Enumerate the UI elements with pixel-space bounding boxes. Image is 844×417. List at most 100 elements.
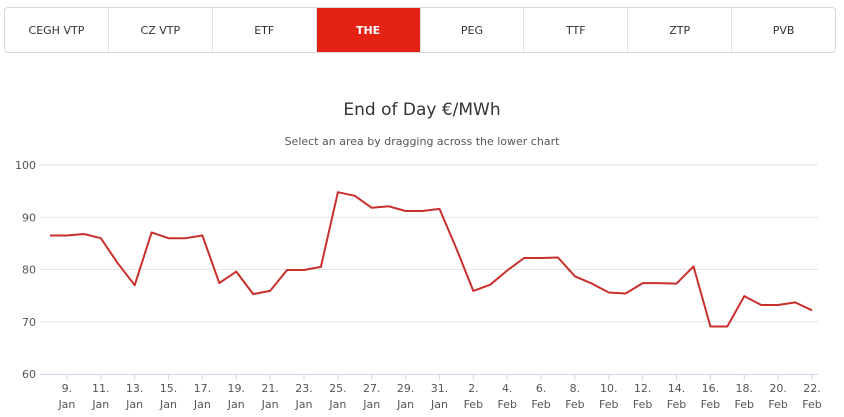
x-tick-month-label: Feb xyxy=(464,398,483,411)
data-point xyxy=(573,274,577,278)
x-tick-day-label: 8. xyxy=(570,382,581,395)
y-tick-label: 100 xyxy=(15,159,36,172)
data-point xyxy=(556,255,560,259)
x-tick-month-label: Jan xyxy=(295,398,313,411)
x-tick-month-label: Jan xyxy=(125,398,143,411)
data-point xyxy=(624,292,628,296)
x-tick-month-label: Feb xyxy=(667,398,686,411)
data-point xyxy=(370,206,374,210)
data-point xyxy=(590,282,594,286)
y-tick-label: 90 xyxy=(22,211,36,224)
x-tick-month-label: Feb xyxy=(701,398,720,411)
data-point xyxy=(251,292,255,296)
x-tick-day-label: 11. xyxy=(92,382,110,395)
tab-cz-vtp[interactable]: CZ VTP xyxy=(109,8,213,52)
x-tick-month-label: Jan xyxy=(430,398,448,411)
data-point xyxy=(675,282,679,286)
x-tick-month-label: Feb xyxy=(497,398,516,411)
data-point xyxy=(522,256,526,260)
x-tick-month-label: Feb xyxy=(531,398,550,411)
tab-ttf[interactable]: TTF xyxy=(524,8,629,52)
x-tick-month-label: Feb xyxy=(599,398,618,411)
x-tick-day-label: 4. xyxy=(502,382,513,395)
data-point xyxy=(421,209,425,213)
data-point xyxy=(725,324,729,328)
x-tick-day-label: 6. xyxy=(536,382,547,395)
data-point xyxy=(268,289,272,293)
chart-subtitle: Select an area by dragging across the lo… xyxy=(284,135,560,148)
data-point xyxy=(454,247,458,251)
chart-title: End of Day €/MWh xyxy=(343,100,501,120)
data-point xyxy=(505,269,509,273)
tab-peg[interactable]: PEG xyxy=(421,8,525,52)
x-tick-day-label: 20. xyxy=(769,382,787,395)
market-tabs: CEGH VTP CZ VTP ETF THE PEG TTF ZTP PVB xyxy=(4,7,836,53)
x-tick-day-label: 27. xyxy=(363,382,381,395)
x-tick-month-label: Feb xyxy=(802,398,821,411)
x-tick-day-label: 9. xyxy=(62,382,73,395)
x-tick-day-label: 2. xyxy=(468,382,479,395)
data-point xyxy=(82,232,86,236)
data-point xyxy=(437,207,441,211)
data-point xyxy=(285,268,289,272)
x-tick-month-label: Jan xyxy=(396,398,414,411)
data-point xyxy=(471,289,475,293)
y-tick-label: 70 xyxy=(22,316,36,329)
data-point xyxy=(658,281,662,285)
data-point xyxy=(200,234,204,238)
data-point xyxy=(691,264,695,268)
x-tick-month-label: Jan xyxy=(193,398,211,411)
x-tick-month-label: Feb xyxy=(633,398,652,411)
data-point xyxy=(150,230,154,234)
data-point xyxy=(99,236,103,240)
x-tick-month-label: Feb xyxy=(565,398,584,411)
data-point xyxy=(65,234,69,238)
x-tick-month-label: Feb xyxy=(768,398,787,411)
x-tick-day-label: 21. xyxy=(261,382,279,395)
data-point xyxy=(793,300,797,304)
y-tick-label: 60 xyxy=(22,368,36,381)
x-tick-day-label: 16. xyxy=(702,382,720,395)
data-point xyxy=(234,270,238,274)
x-tick-month-label: Jan xyxy=(227,398,245,411)
x-tick-month-label: Jan xyxy=(362,398,380,411)
data-point xyxy=(133,283,137,287)
x-tick-day-label: 31. xyxy=(431,382,449,395)
data-point xyxy=(641,281,645,285)
data-point xyxy=(776,303,780,307)
y-tick-label: 80 xyxy=(22,264,36,277)
data-point xyxy=(336,190,340,194)
tab-pvb[interactable]: PVB xyxy=(772,23,795,37)
tab-etf[interactable]: ETF xyxy=(213,8,317,52)
x-tick-day-label: 19. xyxy=(228,382,246,395)
data-point xyxy=(353,194,357,198)
x-tick-day-label: 15. xyxy=(160,382,178,395)
x-tick-month-label: Jan xyxy=(261,398,279,411)
data-point xyxy=(607,290,611,294)
data-point xyxy=(116,261,120,265)
data-point xyxy=(387,204,391,208)
x-tick-month-label: Feb xyxy=(735,398,754,411)
data-point xyxy=(319,265,323,269)
data-point xyxy=(488,283,492,287)
data-point xyxy=(539,256,543,260)
x-tick-day-label: 17. xyxy=(194,382,212,395)
x-tick-day-label: 29. xyxy=(397,382,415,395)
data-point xyxy=(404,209,408,213)
data-point xyxy=(48,234,52,238)
x-tick-day-label: 10. xyxy=(600,382,618,395)
x-tick-day-label: 22. xyxy=(803,382,821,395)
tab-ztp[interactable]: ZTP xyxy=(628,8,733,52)
tab-cegh-vtp[interactable]: CEGH VTP xyxy=(5,8,109,52)
tab-the[interactable]: THE xyxy=(316,8,421,52)
x-tick-day-label: 18. xyxy=(736,382,754,395)
data-point xyxy=(183,236,187,240)
x-tick-day-label: 12. xyxy=(634,382,652,395)
x-tick-month-label: Jan xyxy=(328,398,346,411)
x-tick-day-label: 25. xyxy=(329,382,347,395)
x-tick-day-label: 14. xyxy=(668,382,686,395)
x-tick-month-label: Jan xyxy=(91,398,109,411)
data-point xyxy=(167,236,171,240)
series-line xyxy=(50,191,813,328)
